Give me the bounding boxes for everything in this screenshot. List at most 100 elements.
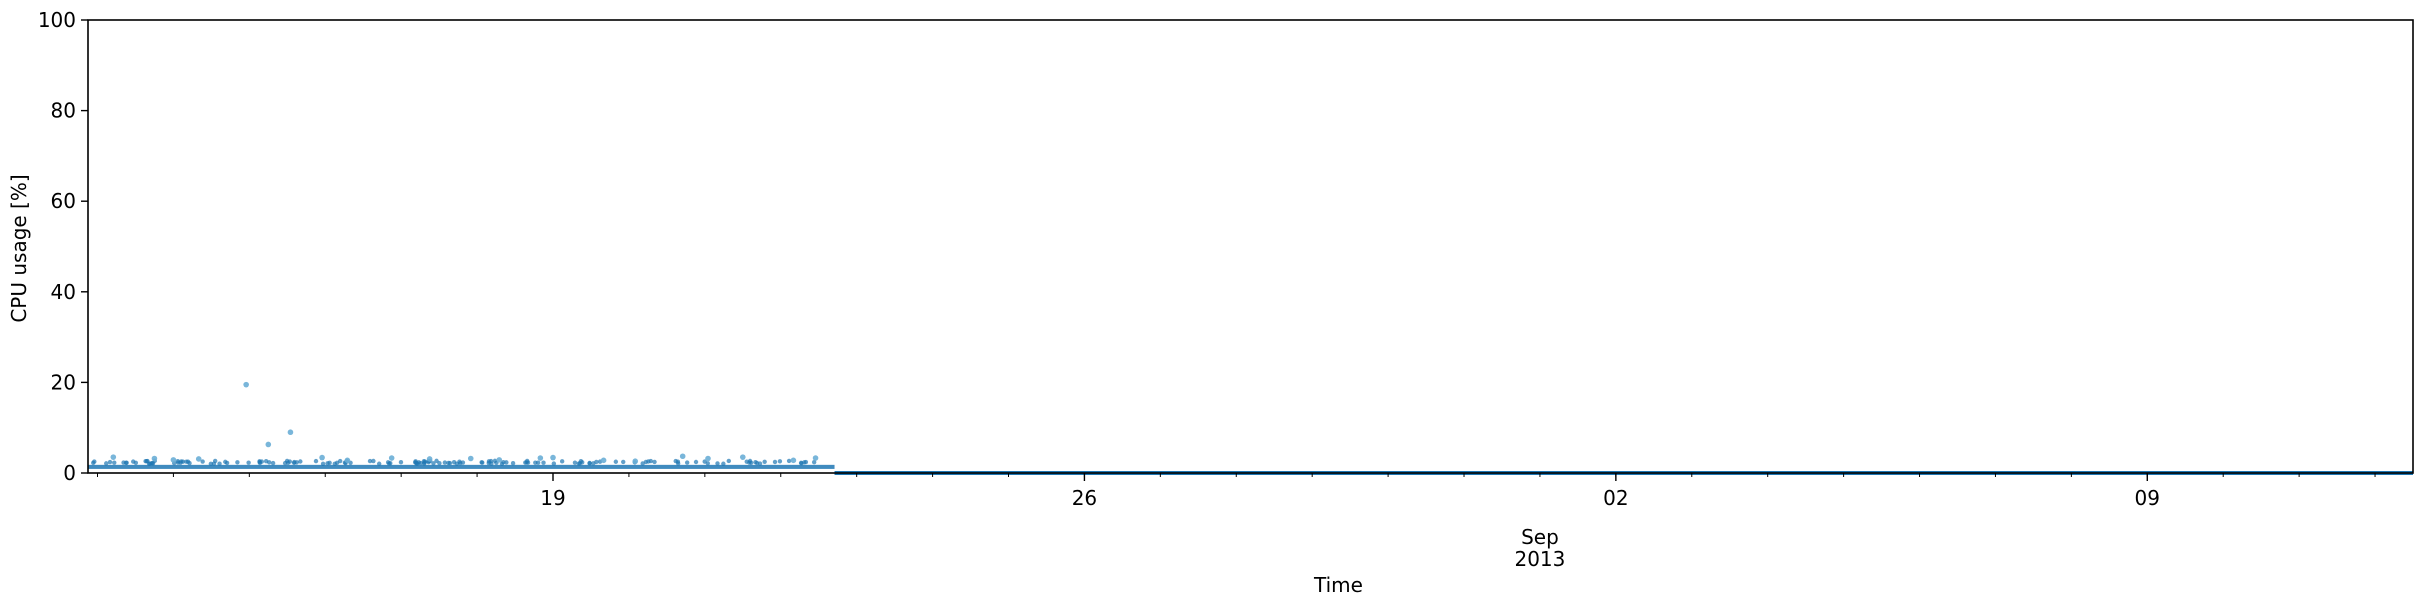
data-point [92,459,97,464]
data-point [572,460,578,465]
data-point [693,459,699,465]
data-point [621,459,626,465]
data-point [577,461,583,466]
outlier-point [265,441,272,448]
data-point [367,458,373,464]
y-tick-label: 60 [51,189,76,213]
data-point [217,461,222,466]
outlier-point [195,456,202,462]
data-point [541,460,546,465]
data-band [88,464,835,469]
x-tick-label: 26 [1072,486,1097,510]
data-point [524,458,530,464]
data-point [587,460,592,466]
data-point [421,459,427,464]
data-point [501,459,506,465]
data-point [325,461,330,466]
data-point [235,460,240,465]
y-tick-label: 100 [38,8,76,32]
data-point [131,459,136,464]
data-point [786,458,792,464]
outlier-point [632,458,639,465]
outlier-point [812,455,819,461]
data-point [431,461,436,466]
data-point [551,461,557,466]
data-point [184,459,189,464]
data-point [298,459,303,464]
data-point [744,459,749,464]
y-tick-label: 40 [51,280,76,304]
data-point [479,460,484,465]
outlier-point [151,455,158,462]
data-point [721,461,726,466]
data-point [292,459,297,465]
data-point [675,459,681,464]
data-point [446,460,451,466]
data-point [442,460,448,465]
data-point [559,459,565,464]
outlier-point [110,454,117,460]
data-point [492,458,498,464]
data-point [772,459,778,465]
data-point [803,459,809,465]
outlier-point [600,457,607,464]
y-tick-label: 20 [51,370,76,394]
data-point [334,460,340,466]
data-point [753,459,758,465]
data-point [533,460,538,465]
plot-area [88,381,2413,475]
x-axis: 19 26 02 09 [96,473,2376,510]
outlier-point [467,455,474,462]
data-point [150,461,156,466]
y-axis-label: CPU usage [%] [7,174,31,322]
data-point [398,459,404,465]
outlier-point [739,454,746,460]
data-point [489,461,494,466]
outlier-point [496,457,503,463]
data-point [434,458,439,464]
data-point [178,460,183,465]
x-year-label: 2013 [1514,547,1565,571]
data-point [726,458,732,464]
data-point [285,460,291,465]
x-tick-label: 02 [1603,486,1628,510]
data-point [748,460,754,466]
data-point [313,458,319,464]
x-month-label: Sep [1521,525,1559,549]
data-point [246,460,251,465]
data-point [257,459,262,465]
data-point [457,459,462,464]
data-point [591,461,596,466]
y-axis: 0 20 40 60 80 100 [38,8,88,485]
y-tick-label: 0 [63,461,76,485]
data-point [702,459,707,464]
data-point [652,459,657,465]
outlier-point [550,454,556,461]
outlier-point [790,457,797,464]
data-point [613,459,619,464]
x-axis-label: Time [1313,573,1363,597]
data-point [371,458,376,464]
data-point [460,460,466,465]
data-point [320,461,326,466]
data-point [107,459,113,465]
x-tick-label: 09 [2135,486,2160,510]
data-point [266,460,272,465]
outlier-point [243,381,249,388]
outlier-point [170,457,177,463]
data-point [223,459,228,465]
data-point [418,460,423,466]
y-tick-label: 80 [51,99,76,123]
data-point [388,460,393,466]
outlier-point [287,429,294,436]
data-point [415,461,420,466]
data-point [376,461,382,466]
data-point [715,461,720,466]
data-point [200,459,205,464]
data-point [684,460,690,465]
data-point [510,460,516,466]
data-point [777,459,783,464]
data-point [811,459,817,465]
x-tick-label: 19 [540,486,565,510]
